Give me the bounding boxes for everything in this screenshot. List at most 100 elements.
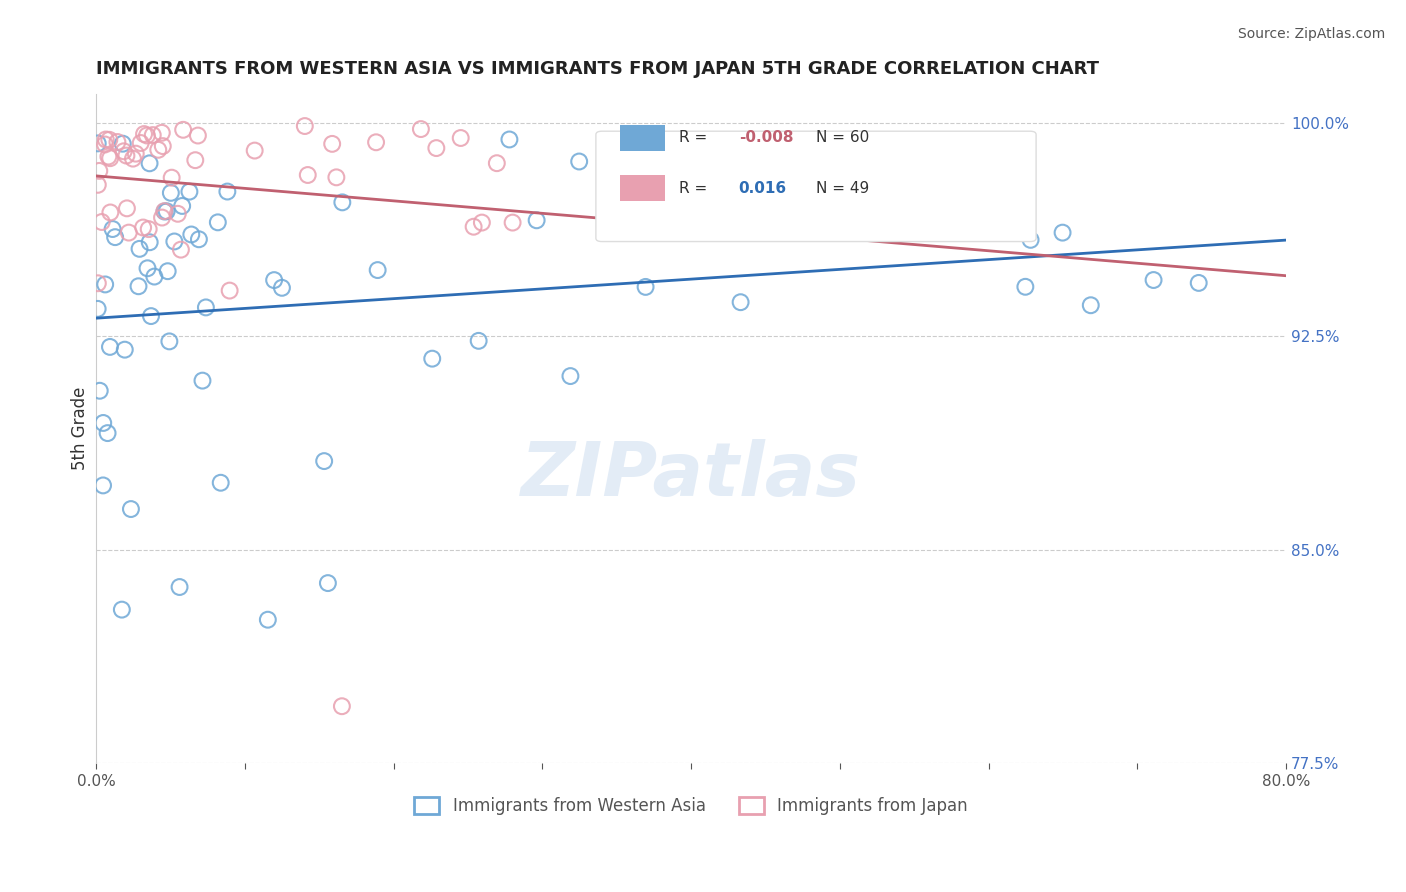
Point xyxy=(330,699,353,714)
Point xyxy=(132,220,155,235)
Point xyxy=(122,152,145,166)
Point xyxy=(325,170,347,185)
Point xyxy=(294,119,316,133)
Y-axis label: 5th Grade: 5th Grade xyxy=(72,387,89,470)
Point xyxy=(138,222,160,236)
Point xyxy=(425,141,447,155)
Point xyxy=(160,170,183,185)
Point xyxy=(91,416,114,430)
Point xyxy=(160,186,183,200)
Point xyxy=(97,149,120,163)
Point xyxy=(526,213,548,227)
Point xyxy=(111,602,134,616)
Point xyxy=(172,199,194,213)
Point xyxy=(485,156,508,170)
Point xyxy=(90,215,112,229)
Text: Source: ZipAtlas.com: Source: ZipAtlas.com xyxy=(1237,27,1385,41)
Point xyxy=(945,178,967,192)
Point xyxy=(136,261,159,276)
Point xyxy=(330,195,353,210)
Point xyxy=(184,153,207,168)
Point xyxy=(420,351,443,366)
Text: 0.016: 0.016 xyxy=(738,180,787,195)
Text: R =: R = xyxy=(679,180,713,195)
Point xyxy=(98,151,121,165)
Point xyxy=(128,279,150,293)
Point xyxy=(142,128,165,142)
Point xyxy=(194,301,217,315)
Point xyxy=(120,502,142,516)
Point xyxy=(98,340,121,354)
Point xyxy=(560,369,582,384)
Point xyxy=(367,263,389,277)
Text: R =: R = xyxy=(679,129,713,145)
Text: ZIPatlas: ZIPatlas xyxy=(522,439,860,512)
Point xyxy=(263,273,285,287)
Point xyxy=(191,374,214,388)
Point xyxy=(1012,183,1035,197)
Point xyxy=(187,232,209,246)
Point xyxy=(170,243,193,257)
Text: N = 60: N = 60 xyxy=(815,129,869,145)
Point xyxy=(243,144,266,158)
Point xyxy=(297,168,319,182)
Point xyxy=(138,235,160,250)
Point xyxy=(256,613,278,627)
Point xyxy=(218,284,240,298)
Point xyxy=(153,204,176,219)
Point xyxy=(138,156,160,170)
Point xyxy=(91,478,114,492)
Point xyxy=(87,178,110,192)
Point xyxy=(87,277,110,291)
Point xyxy=(180,227,202,242)
Point xyxy=(1142,273,1164,287)
Point xyxy=(94,132,117,146)
Point xyxy=(156,204,179,219)
Point xyxy=(450,131,472,145)
Point xyxy=(207,215,229,229)
Text: N = 49: N = 49 xyxy=(815,180,869,195)
Point xyxy=(364,136,387,150)
Point xyxy=(86,301,108,316)
Point xyxy=(101,222,124,236)
Point xyxy=(1080,298,1102,312)
Point xyxy=(98,133,121,147)
Point xyxy=(114,343,136,357)
Point xyxy=(115,148,138,162)
Point xyxy=(316,576,339,591)
Point xyxy=(150,126,173,140)
Point xyxy=(136,128,159,143)
Point xyxy=(89,164,111,178)
Point xyxy=(471,216,494,230)
Point xyxy=(152,139,174,153)
Bar xyxy=(620,175,665,202)
Point xyxy=(467,334,489,348)
Point xyxy=(128,242,150,256)
Point xyxy=(107,135,129,149)
Point xyxy=(321,136,343,151)
Point xyxy=(409,122,432,136)
Point xyxy=(1052,226,1074,240)
Bar xyxy=(620,125,665,152)
Point xyxy=(217,185,239,199)
Point xyxy=(502,216,524,230)
Point xyxy=(271,281,294,295)
Point xyxy=(463,219,485,234)
Point xyxy=(568,154,591,169)
Point xyxy=(111,136,134,151)
Point xyxy=(314,454,336,468)
Point xyxy=(153,204,176,219)
Point xyxy=(125,146,148,161)
Point xyxy=(112,145,135,159)
Point xyxy=(172,123,194,137)
Point xyxy=(1188,276,1211,290)
Point xyxy=(87,136,110,151)
Point xyxy=(730,295,752,310)
Text: -0.008: -0.008 xyxy=(738,129,793,145)
Point xyxy=(115,202,138,216)
Point xyxy=(118,226,141,240)
Point xyxy=(209,475,232,490)
Point xyxy=(132,127,155,141)
Point xyxy=(1014,280,1036,294)
Point xyxy=(1019,233,1042,247)
